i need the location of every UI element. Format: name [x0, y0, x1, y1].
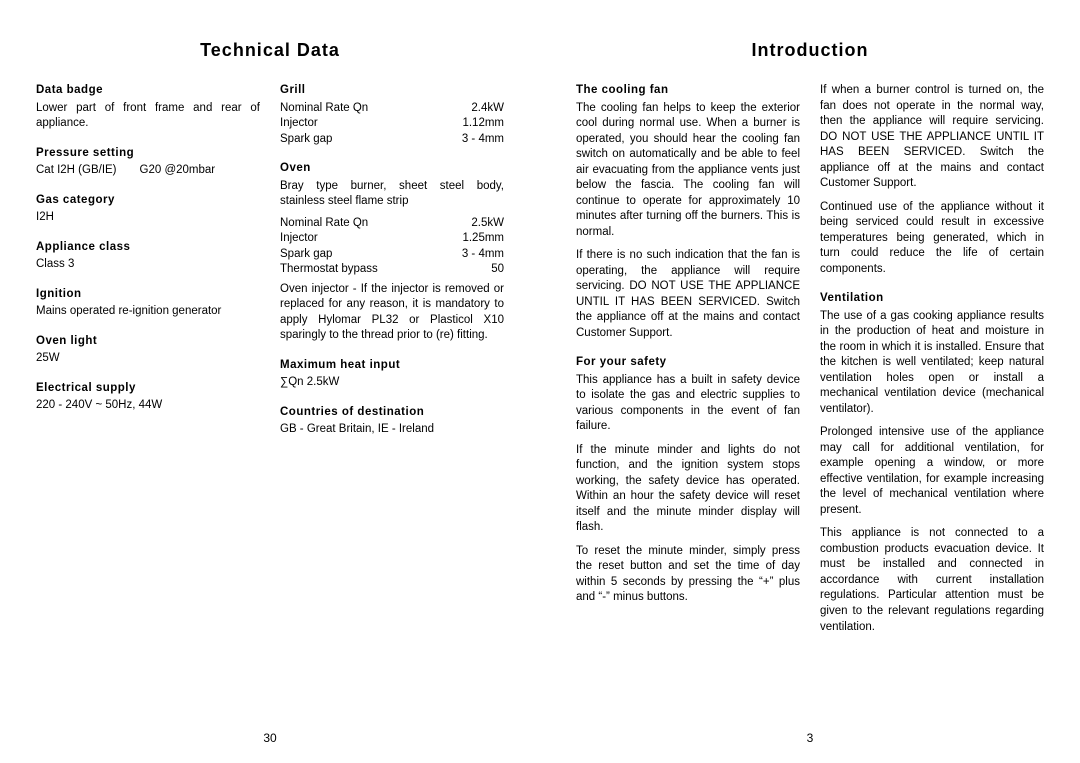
cont-p2: Continued use of the appliance without i… — [820, 200, 1044, 278]
body-data-badge: Lower part of front frame and rear of ap… — [36, 101, 260, 132]
safety-p2: If the minute minder and lights do not f… — [576, 443, 800, 536]
sec-ventilation: Ventilation The use of a gas cooking app… — [820, 291, 1044, 635]
page-number-right: 3 — [540, 731, 1080, 745]
h-cooling: The cooling fan — [576, 83, 800, 99]
h-appclass: Appliance class — [36, 240, 260, 256]
left-col-2: Grill Nominal Rate Qn 2.4kW Injector 1.12m… — [280, 83, 504, 452]
h-countries: Countries of destination — [280, 405, 504, 421]
safety-p1: This appliance has a built in safety dev… — [576, 373, 800, 435]
cell-r: 2.4kW — [471, 101, 504, 117]
h-grill: Grill — [280, 83, 504, 99]
oven-note: Oven injector - If the injector is remov… — [280, 282, 504, 344]
left-col-1: Data badge Lower part of front frame and… — [36, 83, 260, 452]
sec-safety: For your safety This appliance has a bui… — [576, 355, 800, 606]
h-vent: Ventilation — [820, 291, 1044, 307]
cell-l: Injector — [280, 116, 318, 132]
sec-appclass: Appliance class Class 3 — [36, 240, 260, 273]
sec-gascat: Gas category I2H — [36, 193, 260, 226]
oven-table: Nominal Rate Qn 2.5kW Injector 1.25mm Spar… — [280, 216, 504, 278]
body-countries: GB - Great Britain, IE - Ireland — [280, 422, 504, 438]
h-pressure: Pressure setting — [36, 146, 260, 162]
right-columns: The cooling fan The cooling fan helps to… — [576, 83, 1044, 649]
h-maxheat: Maximum heat input — [280, 358, 504, 374]
oven-row: Spark gap 3 - 4mm — [280, 247, 504, 263]
cell-r: 50 — [491, 262, 504, 278]
sec-ignition: Ignition Mains operated re-ignition gene… — [36, 287, 260, 320]
body-pressure: Cat I2H (GB/IE) G20 @20mbar — [36, 163, 260, 179]
vent-p1: The use of a gas cooking appliance resul… — [820, 309, 1044, 418]
oven-lead: Bray type burner, sheet steel body, stai… — [280, 179, 504, 210]
grill-row: Injector 1.12mm — [280, 116, 504, 132]
vent-p3: This appliance is not connected to a com… — [820, 526, 1044, 635]
h-oven: Oven — [280, 161, 504, 177]
cell-l: Nominal Rate Qn — [280, 216, 368, 232]
h-data-badge: Data badge — [36, 83, 260, 99]
body-ignition: Mains operated re-ignition generator — [36, 304, 260, 320]
page-technical-data: Technical Data Data badge Lower part of … — [0, 0, 540, 763]
cell-r: 1.25mm — [462, 231, 504, 247]
cell-l: Nominal Rate Qn — [280, 101, 368, 117]
h-elec: Electrical supply — [36, 381, 260, 397]
body-appclass: Class 3 — [36, 257, 260, 273]
h-ignition: Ignition — [36, 287, 260, 303]
cell-l: Spark gap — [280, 132, 332, 148]
cont-p1: If when a burner control is turned on, t… — [820, 83, 1044, 192]
body-elec: 220 - 240V ~ 50Hz, 44W — [36, 398, 260, 414]
cell-r: 1.12mm — [462, 116, 504, 132]
vent-p2: Prolonged intensive use of the appliance… — [820, 425, 1044, 518]
oven-row: Thermostat bypass 50 — [280, 262, 504, 278]
sec-grill: Grill Nominal Rate Qn 2.4kW Injector 1.12m… — [280, 83, 504, 147]
body-gascat: I2H — [36, 210, 260, 226]
h-ovenlight: Oven light — [36, 334, 260, 350]
h-safety: For your safety — [576, 355, 800, 371]
grill-row: Spark gap 3 - 4mm — [280, 132, 504, 148]
sec-elec: Electrical supply 220 - 240V ~ 50Hz, 44W — [36, 381, 260, 414]
right-col-2: If when a burner control is turned on, t… — [820, 83, 1044, 649]
sec-data-badge: Data badge Lower part of front frame and… — [36, 83, 260, 132]
cell-r: 3 - 4mm — [462, 247, 504, 263]
sec-countries: Countries of destination GB - Great Brit… — [280, 405, 504, 438]
sec-pressure: Pressure setting Cat I2H (GB/IE) G20 @20… — [36, 146, 260, 179]
oven-row: Nominal Rate Qn 2.5kW — [280, 216, 504, 232]
sec-ovenlight: Oven light 25W — [36, 334, 260, 367]
cell-r: 2.5kW — [471, 216, 504, 232]
sec-oven: Oven Bray type burner, sheet steel body,… — [280, 161, 504, 344]
grill-table: Nominal Rate Qn 2.4kW Injector 1.12mm Spar… — [280, 101, 504, 148]
sec-cooling-fan: The cooling fan The cooling fan helps to… — [576, 83, 800, 341]
page-introduction: Introduction The cooling fan The cooling… — [540, 0, 1080, 763]
cell-r: 3 - 4mm — [462, 132, 504, 148]
oven-row: Injector 1.25mm — [280, 231, 504, 247]
cell-l: Spark gap — [280, 247, 332, 263]
page-title-left: Technical Data — [36, 40, 504, 61]
cooling-p1: The cooling fan helps to keep the exteri… — [576, 101, 800, 241]
sec-maxheat: Maximum heat input ∑Qn 2.5kW — [280, 358, 504, 391]
body-ovenlight: 25W — [36, 351, 260, 367]
h-gascat: Gas category — [36, 193, 260, 209]
cell-l: Thermostat bypass — [280, 262, 378, 278]
page-title-right: Introduction — [576, 40, 1044, 61]
document-spread: Technical Data Data badge Lower part of … — [0, 0, 1080, 763]
page-number-left: 30 — [0, 731, 540, 745]
right-col-1: The cooling fan The cooling fan helps to… — [576, 83, 800, 649]
cooling-p2: If there is no such indication that the … — [576, 248, 800, 341]
left-columns: Data badge Lower part of front frame and… — [36, 83, 504, 452]
cell-l: Injector — [280, 231, 318, 247]
safety-p3: To reset the minute minder, simply press… — [576, 544, 800, 606]
grill-row: Nominal Rate Qn 2.4kW — [280, 101, 504, 117]
body-maxheat: ∑Qn 2.5kW — [280, 375, 504, 391]
